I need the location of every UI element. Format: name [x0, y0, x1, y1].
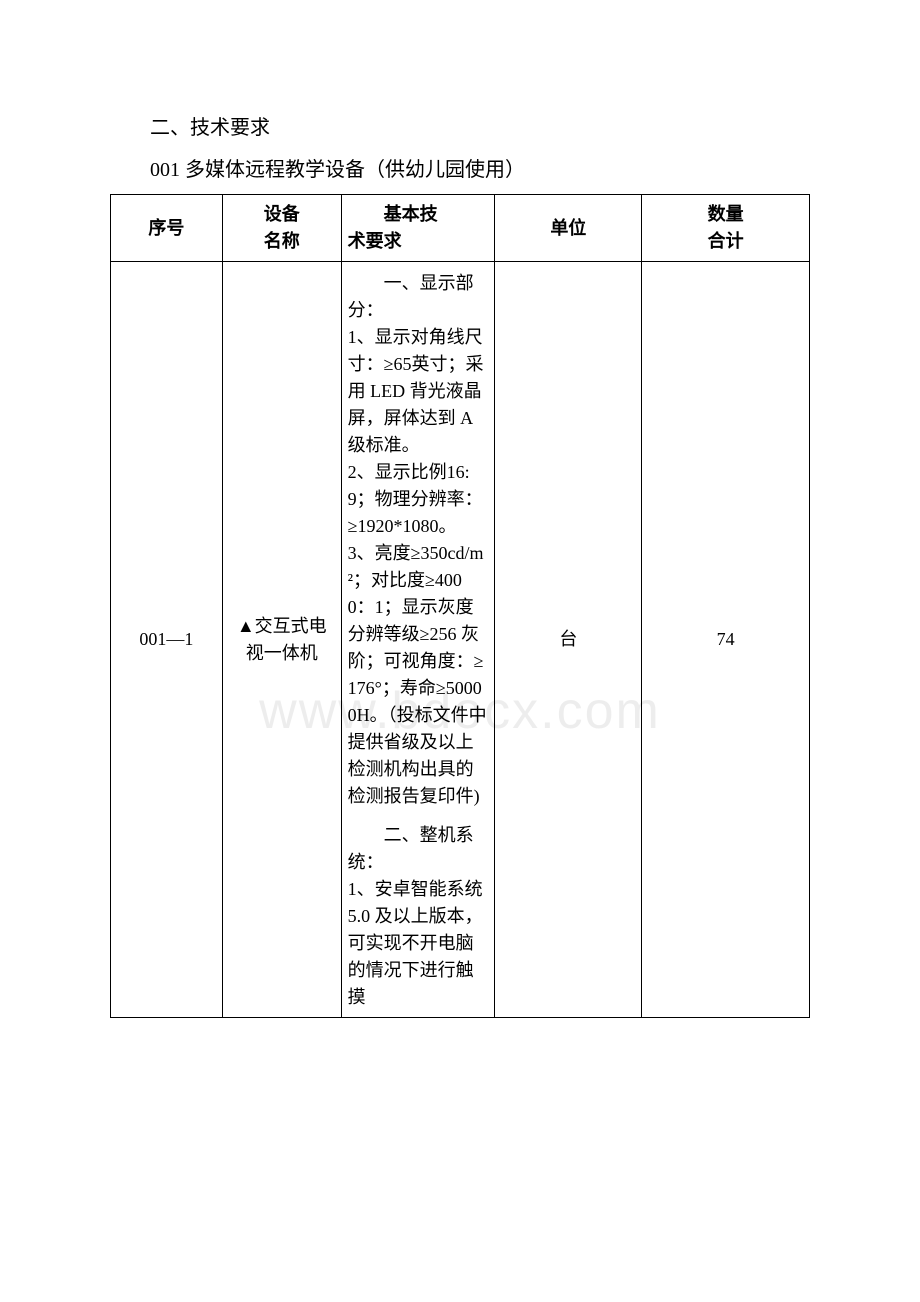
table-header-row: 序号 设备 名称 基本技 术要求 单位 数量 合计 [111, 195, 810, 262]
header-seq: 序号 [111, 195, 223, 262]
header-name: 设备 名称 [222, 195, 341, 262]
tech-section-1-title: 一、显示部分： [348, 270, 489, 324]
tech-section-1-body: 1、显示对角线尺寸：≥65英寸；采用 LED 背光液晶屏，屏体达到 A 级标准。… [348, 324, 489, 810]
section-heading: 二、技术要求 [110, 110, 810, 146]
tech-section-2-body: 1、安卓智能系统 5.0 及以上版本，可实现不开电脑的情况下进行触摸 [348, 876, 489, 1011]
section-subheading: 001 多媒体远程教学设备（供幼儿园使用） [110, 152, 810, 188]
cell-qty: 74 [642, 262, 810, 1018]
header-unit: 单位 [495, 195, 642, 262]
cell-seq: 001—1 [111, 262, 223, 1018]
cell-unit: 台 [495, 262, 642, 1018]
cell-tech: 一、显示部分： 1、显示对角线尺寸：≥65英寸；采用 LED 背光液晶屏，屏体达… [341, 262, 495, 1018]
tech-section-2-title: 二、整机系统： [348, 822, 489, 876]
header-tech: 基本技 术要求 [341, 195, 495, 262]
header-qty: 数量 合计 [642, 195, 810, 262]
table-row: 001—1 ▲交互式电视一体机 一、显示部分： 1、显示对角线尺寸：≥65英寸；… [111, 262, 810, 1018]
spec-table: 序号 设备 名称 基本技 术要求 单位 数量 合计 [110, 194, 810, 1018]
cell-name: ▲交互式电视一体机 [222, 262, 341, 1018]
